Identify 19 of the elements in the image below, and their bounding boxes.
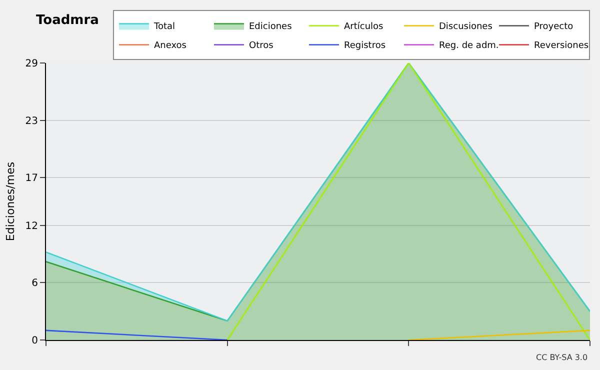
y-tick-label: 29 <box>25 58 38 70</box>
legend-label: Ediciones <box>249 22 292 32</box>
y-tick-label: 23 <box>25 116 38 127</box>
y-tick-label: 0 <box>32 336 38 346</box>
chart-title: Toadmra <box>36 12 99 28</box>
legend-label: Reversiones <box>534 41 589 52</box>
legend-label: Registros <box>344 41 386 52</box>
text: CC BY-SA 3.0 <box>536 353 588 362</box>
legend-label: Artículos <box>344 21 384 32</box>
y-tick-label: 17 <box>25 173 38 184</box>
legend-label: Otros <box>249 41 274 52</box>
legend-label: Total <box>153 22 176 32</box>
legend-label: Reg. de adm. <box>439 41 499 52</box>
legend-label: Discusiones <box>439 22 493 32</box>
y-axis-title: Ediciones/mes <box>4 162 17 242</box>
y-tick-label: 12 <box>25 220 38 232</box>
legend-label: Proyecto <box>534 22 574 32</box>
legend-label: Anexos <box>154 41 187 52</box>
y-tick-label: 6 <box>32 278 38 290</box>
